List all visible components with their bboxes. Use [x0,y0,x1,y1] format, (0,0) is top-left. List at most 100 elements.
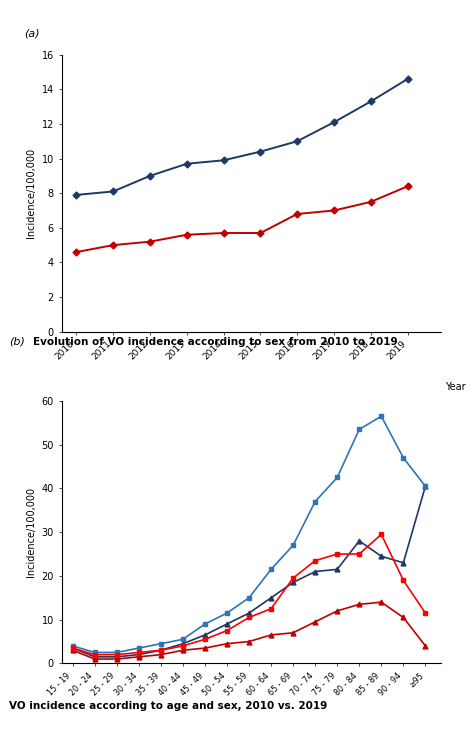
Men - 2019 [70,642,75,650]
Women [73,248,79,257]
Men - 2019 [246,593,252,602]
Men - 2019 [290,541,296,550]
Women [147,238,153,246]
Men [110,187,116,196]
Women [110,241,116,249]
Women - 2010 [290,628,296,637]
Text: Evolution of VO incidence according to sex from 2010 to 2019: Evolution of VO incidence according to s… [33,337,398,347]
Line: Men: Men [74,77,410,198]
Women - 2010 [158,650,164,659]
Line: Women - 2010: Women - 2010 [70,600,428,661]
Women - 2019 [401,576,406,585]
Line: Men - 2019: Men - 2019 [70,414,428,655]
Women - 2010 [401,613,406,622]
Men - 2019 [422,482,428,491]
Men - 2010 [202,631,208,639]
Men - 2019 [202,620,208,628]
Women - 2019 [268,604,274,613]
Men - 2010 [268,593,274,602]
Men - 2010 [334,565,340,574]
Women - 2019 [422,609,428,617]
Men - 2019 [114,648,119,657]
Women [405,182,410,191]
Line: Men - 2010: Men - 2010 [70,484,428,659]
Men [221,156,227,165]
Women - 2019 [312,556,318,565]
Men - 2010 [378,552,384,561]
Line: Women - 2019: Women - 2019 [70,532,428,657]
Women [221,229,227,238]
Women - 2010 [224,639,230,648]
Men - 2010 [180,639,186,648]
Women - 2010 [136,652,142,661]
Men - 2010 [224,620,230,628]
Men - 2019 [224,609,230,617]
Women - 2019 [334,550,340,558]
Men - 2019 [401,453,406,462]
Women [294,210,300,219]
Line: Women: Women [74,184,410,254]
Men - 2010 [356,537,362,545]
Men - 2010 [422,482,428,491]
Women - 2019 [246,613,252,622]
Text: (b): (b) [9,337,25,347]
Women - 2010 [246,637,252,646]
Men - 2019 [158,639,164,648]
Women - 2019 [136,648,142,657]
Text: Year: Year [445,381,465,391]
Women [331,206,337,215]
Men - 2010 [114,652,119,661]
Women - 2010 [334,607,340,615]
Men - 2010 [401,558,406,567]
Women - 2010 [180,646,186,655]
Men [368,97,374,106]
Women - 2019 [356,550,362,558]
Men - 2010 [312,567,318,576]
Men - 2019 [334,473,340,482]
Men - 2019 [92,648,98,657]
Men [73,190,79,199]
Legend: Men, Women: Men, Women [127,413,285,432]
Men - 2019 [180,635,186,644]
Women - 2010 [378,598,384,607]
Women - 2010 [312,617,318,626]
Men - 2010 [70,644,75,652]
Men [405,74,410,83]
Text: VO incidence according to age and sex, 2010 vs. 2019: VO incidence according to age and sex, 2… [9,701,328,711]
Men - 2019 [136,644,142,652]
Women - 2010 [356,600,362,609]
Men [147,171,153,180]
Women - 2019 [290,574,296,582]
Women - 2010 [114,655,119,663]
Women - 2019 [92,650,98,659]
Women [368,198,374,206]
Men [257,147,263,156]
Text: (a): (a) [24,28,39,38]
Women - 2010 [422,642,428,650]
Men - 2019 [356,425,362,434]
Women - 2019 [180,642,186,650]
Men - 2010 [290,578,296,587]
Y-axis label: Incidence/100,000: Incidence/100,000 [26,487,36,577]
Men - 2010 [246,609,252,617]
Women - 2019 [70,644,75,652]
Women - 2010 [70,646,75,655]
Women - 2019 [378,530,384,539]
Men - 2010 [158,646,164,655]
Men - 2019 [378,412,384,421]
Women - 2010 [202,644,208,652]
Women - 2010 [268,631,274,639]
Women - 2019 [202,635,208,644]
Men - 2010 [92,652,98,661]
Women - 2019 [114,650,119,659]
Y-axis label: Incidence/100,000: Incidence/100,000 [26,148,36,238]
Women - 2019 [224,626,230,635]
Women - 2019 [158,646,164,655]
Women [257,229,263,238]
Men [294,137,300,146]
Men - 2019 [268,565,274,574]
Men [331,118,337,127]
Women - 2010 [92,655,98,663]
Women [184,230,190,239]
Men [184,160,190,168]
